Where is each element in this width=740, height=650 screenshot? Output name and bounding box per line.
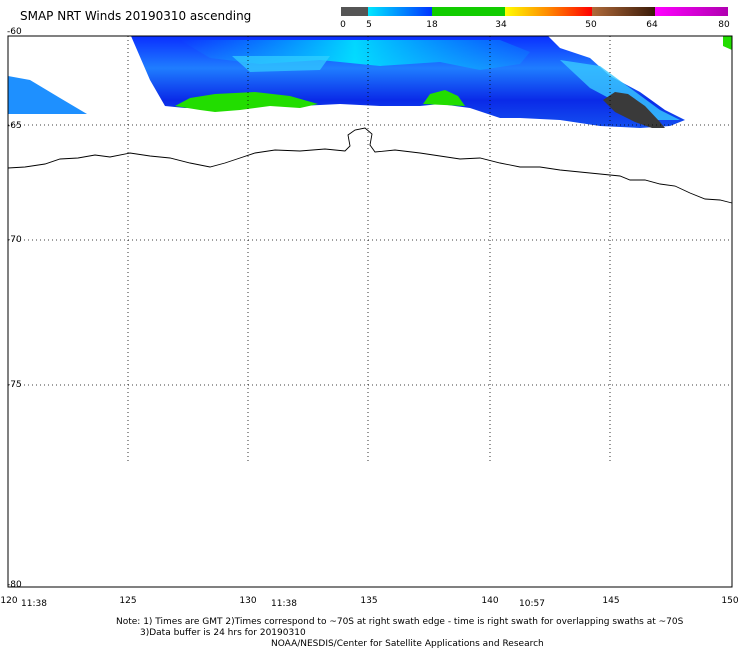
lon-label: 120: [0, 596, 18, 606]
lon-label: 125: [119, 596, 137, 606]
scale-tick-34: 34: [495, 20, 507, 30]
lon-label: 130: [239, 596, 257, 606]
scale-segment-18-34: [432, 7, 505, 16]
lat-label: -60: [7, 27, 22, 37]
wind-patch-green-1: [175, 92, 318, 112]
scale-segment-64-80: [655, 7, 728, 16]
pass-time-label: 11:38: [21, 599, 47, 609]
scale-tick-80: 80: [718, 20, 730, 30]
scale-segment-34-50: [505, 7, 592, 16]
scale-tick-50: 50: [585, 20, 597, 30]
scale-tick-0: 0: [340, 20, 346, 30]
lon-label: 140: [481, 596, 499, 606]
lon-label: 135: [360, 596, 378, 606]
map-title: SMAP NRT Winds 20190310 ascending: [20, 9, 252, 23]
lat-label: -65: [7, 121, 22, 131]
lat-label: -80: [7, 580, 22, 590]
scale-segment-0-5: [341, 7, 368, 16]
lat-label: -70: [7, 235, 22, 245]
coastline: [7, 127, 733, 204]
note-line-1: Note: 1) Times are GMT 2)Times correspon…: [116, 617, 684, 627]
wind-patch-dark-gray: [603, 92, 665, 128]
wind-swath-left: [8, 76, 87, 114]
scale-segment-5-18: [368, 7, 432, 16]
scale-tick-5: 5: [366, 20, 372, 30]
scale-tick-64: 64: [646, 20, 658, 30]
lon-label: 145: [602, 596, 620, 606]
credit-line: NOAA/NESDIS/Center for Satellite Applica…: [271, 639, 544, 649]
scale-segment-50-64: [592, 7, 655, 16]
pass-time-label: 11:38: [271, 599, 297, 609]
map-frame: [7, 35, 733, 588]
graticule: [8, 36, 732, 463]
wind-patch-green-2: [423, 90, 465, 106]
lat-label: -75: [7, 380, 22, 390]
wind-swath-main: [131, 36, 732, 128]
lon-label: 150: [721, 596, 739, 606]
note-line-2: 3)Data buffer is 24 hrs for 20190310: [140, 628, 306, 638]
scale-tick-18: 18: [426, 20, 438, 30]
color-scale-bar: [341, 7, 728, 16]
wind-patch-green-3: [723, 36, 732, 50]
pass-time-label: 10:57: [519, 599, 545, 609]
